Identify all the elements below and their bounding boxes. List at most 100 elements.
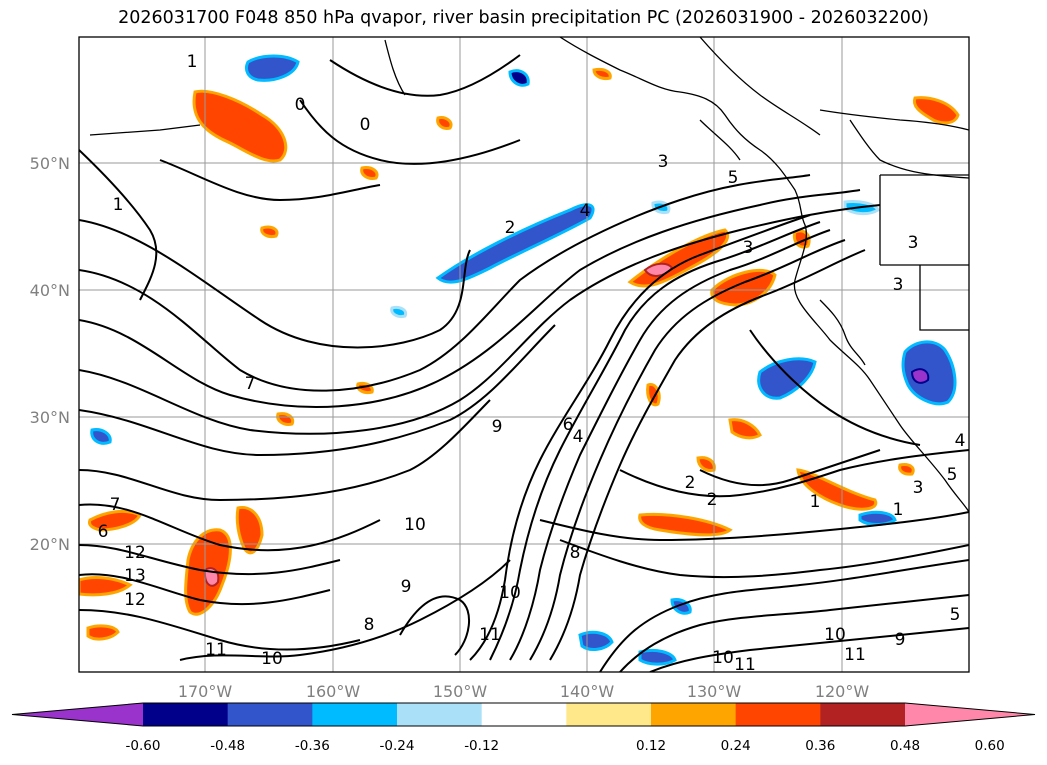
contour-label: 1: [810, 492, 821, 512]
contour-label: 10: [499, 583, 521, 603]
contour-label: 3: [908, 233, 919, 253]
colorbar-segment: [143, 703, 229, 726]
precip-patch-positive: [436, 116, 453, 130]
precip-patch-negative: [508, 69, 530, 87]
precip-patch-positive: [592, 68, 612, 80]
lat-label-40n: 40°N: [30, 281, 70, 300]
precip-patch-positive: [260, 225, 279, 238]
colorbar-tick-label: -0.36: [295, 738, 330, 754]
contour-label: 9: [895, 630, 906, 650]
contour-label: 4: [580, 201, 591, 221]
lat-label-20n: 20°N: [30, 535, 70, 554]
contour-label: 2: [505, 218, 516, 238]
colorbar-segment: [566, 703, 652, 726]
contour-label: 4: [573, 427, 584, 447]
contour-label: 12: [124, 543, 146, 563]
contour-label: 7: [110, 495, 121, 515]
precip-shading: [79, 54, 960, 666]
contour-label: 4: [955, 431, 966, 451]
colorbar-tick-label: 0.60: [975, 738, 1005, 754]
precip-patch-strong-negative: [910, 368, 930, 384]
contour-label: 11: [734, 655, 756, 675]
precip-patch-positive: [86, 624, 120, 641]
precip-patch-positive: [912, 96, 960, 125]
qvapor-contours: [79, 54, 969, 672]
colorbar-tick-label: 0.24: [721, 738, 751, 754]
precip-patch-positive: [88, 509, 143, 532]
colorbar-segment: [397, 703, 483, 726]
colorbar-segment: [312, 703, 398, 726]
colorbar-tick-label: -0.24: [380, 738, 415, 754]
contour-label: 10: [712, 648, 734, 668]
contour-label: 5: [947, 465, 958, 485]
contour-label: 6: [563, 415, 574, 435]
map-frame: [78, 36, 970, 673]
lat-labels: 50°N 40°N 30°N 20°N: [30, 154, 70, 554]
contour-label: 1: [113, 195, 124, 215]
precip-patch-negative: [578, 630, 614, 651]
contour-label: 3: [743, 238, 754, 258]
precip-patch-negative: [901, 340, 957, 406]
lon-labels: 170°W 160°W 150°W 140°W 130°W 120°W: [178, 682, 870, 701]
contour-label: 5: [950, 605, 961, 625]
colorbar: [11, 702, 1036, 727]
lon-label-140w: 140°W: [560, 682, 615, 701]
contour-label: 1: [187, 52, 198, 72]
coastlines: [89, 37, 969, 513]
contour-label: 11: [205, 640, 227, 660]
colorbar-extend-high: [905, 703, 1035, 726]
contour-label: 0: [295, 95, 306, 115]
colorbar-segment: [227, 703, 313, 726]
precip-patch-negative: [390, 306, 408, 318]
contour-label: 13: [124, 566, 146, 586]
precip-patch-negative: [435, 203, 595, 284]
contour-label: 10: [404, 515, 426, 535]
lat-label-50n: 50°N: [30, 154, 70, 173]
contour-label: 0: [360, 115, 371, 135]
colorbar-tick-label: -0.60: [126, 738, 161, 754]
contour-label: 2: [707, 490, 718, 510]
precip-patch-positive: [728, 418, 762, 440]
contour-label: 3: [913, 478, 924, 498]
contour-label: 7: [245, 374, 256, 394]
contour-label: 2: [685, 473, 696, 493]
contour-label: 8: [364, 615, 375, 635]
contour-label: 3: [658, 152, 669, 172]
contour-label: 9: [401, 577, 412, 597]
colorbar-tick-label: -0.12: [464, 738, 499, 754]
precip-patch-positive: [898, 463, 915, 476]
chart-title: 2026031700 F048 850 hPa qvapor, river ba…: [118, 8, 929, 28]
contour-label: 11: [479, 625, 501, 645]
colorbar-tick-label: 0.12: [636, 738, 666, 754]
colorbar-tick-label: 0.48: [890, 738, 920, 754]
map-area: [79, 37, 969, 672]
colorbar-tick-label: 0.36: [805, 738, 835, 754]
precip-patch-positive: [276, 412, 295, 426]
precip-patch-positive: [638, 512, 733, 537]
precip-patch-positive: [360, 166, 379, 180]
precip-patch-positive: [235, 505, 264, 555]
colorbar-segment: [651, 703, 737, 726]
contour-label: 10: [824, 625, 846, 645]
colorbar-outline: [11, 702, 1036, 727]
precip-patch-negative: [858, 510, 897, 526]
precip-patch-negative: [90, 428, 112, 445]
colorbar-segment: [735, 703, 821, 726]
lon-label-150w: 150°W: [433, 682, 488, 701]
lon-label-170w: 170°W: [178, 682, 233, 701]
precip-patch-positive: [79, 576, 133, 597]
precip-patch-negative: [757, 357, 817, 400]
precip-patch-positive: [192, 89, 288, 163]
colorbar-segment: [481, 703, 567, 726]
contour-label: 5: [728, 168, 739, 188]
precip-patch-positive: [796, 468, 878, 511]
gridlines: [79, 37, 969, 672]
lat-label-30n: 30°N: [30, 408, 70, 427]
lon-label-130w: 130°W: [687, 682, 742, 701]
contour-label: 8: [570, 543, 581, 563]
contour-label: 3: [893, 275, 904, 295]
precip-patch-negative: [244, 54, 300, 82]
contour-label: 11: [844, 645, 866, 665]
